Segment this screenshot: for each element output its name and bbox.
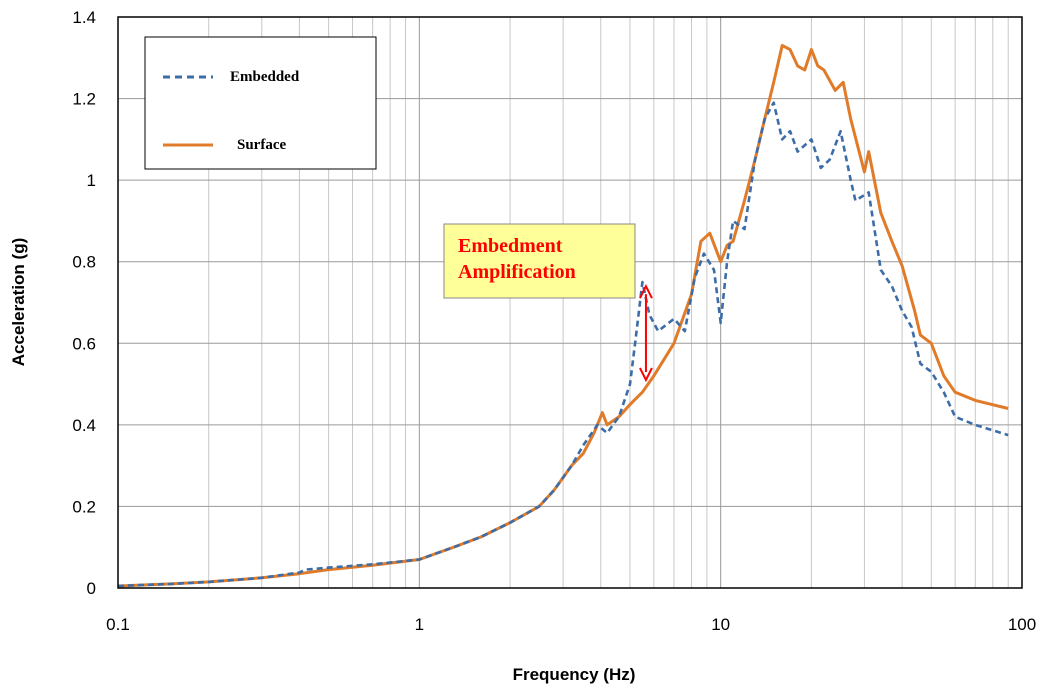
y-tick-label: 0: [87, 579, 96, 598]
annotation-arrowhead-top: [639, 283, 653, 299]
y-tick-label: 1.2: [72, 90, 96, 109]
y-tick-label: 0.4: [72, 416, 96, 435]
legend: Embedded Surface: [144, 36, 377, 170]
x-tick-labels: 0.1 1 10 100: [106, 615, 1036, 634]
annotation-text-line2: Amplification: [458, 261, 576, 283]
legend-label-surface: Surface: [237, 137, 286, 153]
y-tick-label: 0.2: [72, 497, 96, 516]
y-tick-label: 0.6: [72, 334, 96, 353]
y-tick-label: 1.4: [72, 8, 96, 27]
x-axis-title: Frequency (Hz): [513, 665, 636, 684]
y-tick-label: 0.8: [72, 253, 96, 272]
y-axis-title: Acceleration (g): [9, 238, 28, 366]
legend-box: [144, 36, 377, 170]
y-tick-labels: 0 0.2 0.4 0.6 0.8 1 1.2 1.4: [72, 8, 96, 598]
annotation-embedment-amplification: Embedment Amplification: [443, 223, 653, 383]
series-layer: [117, 44, 1009, 588]
y-tick-label: 1: [87, 171, 96, 190]
x-tick-label: 1: [415, 615, 424, 634]
annotation-arrowhead-bottom: [639, 367, 653, 383]
x-tick-label: 100: [1008, 615, 1036, 634]
plot-frame: [117, 16, 1023, 589]
x-tick-label: 0.1: [106, 615, 130, 634]
x-tick-label: 10: [711, 615, 730, 634]
annotation-box: [443, 223, 636, 299]
series-line-surface: [117, 44, 1009, 588]
legend-label-embedded: Embedded: [230, 69, 300, 85]
annotation-text-line1: Embedment: [458, 235, 563, 257]
series-line-embedded: [117, 101, 1009, 588]
